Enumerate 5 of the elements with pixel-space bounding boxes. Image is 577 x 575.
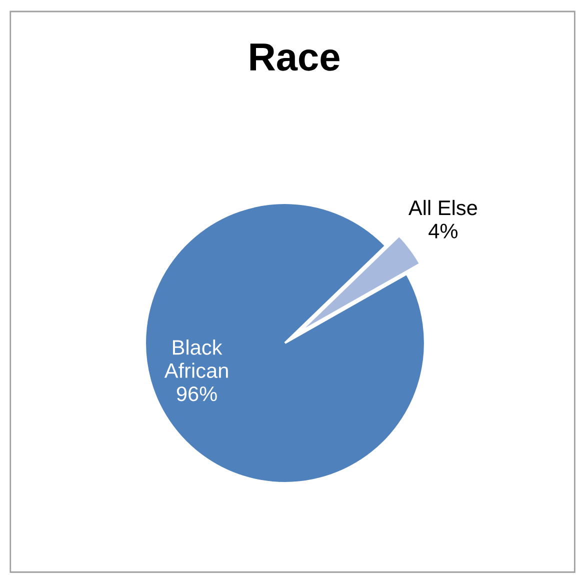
- slice-label: Black African: [164, 340, 228, 378]
- slice-label: All Else: [408, 200, 477, 216]
- data-label: 96%: [176, 386, 217, 402]
- chart-title: Race: [250, 44, 340, 71]
- data-label: 4%: [428, 224, 458, 238]
